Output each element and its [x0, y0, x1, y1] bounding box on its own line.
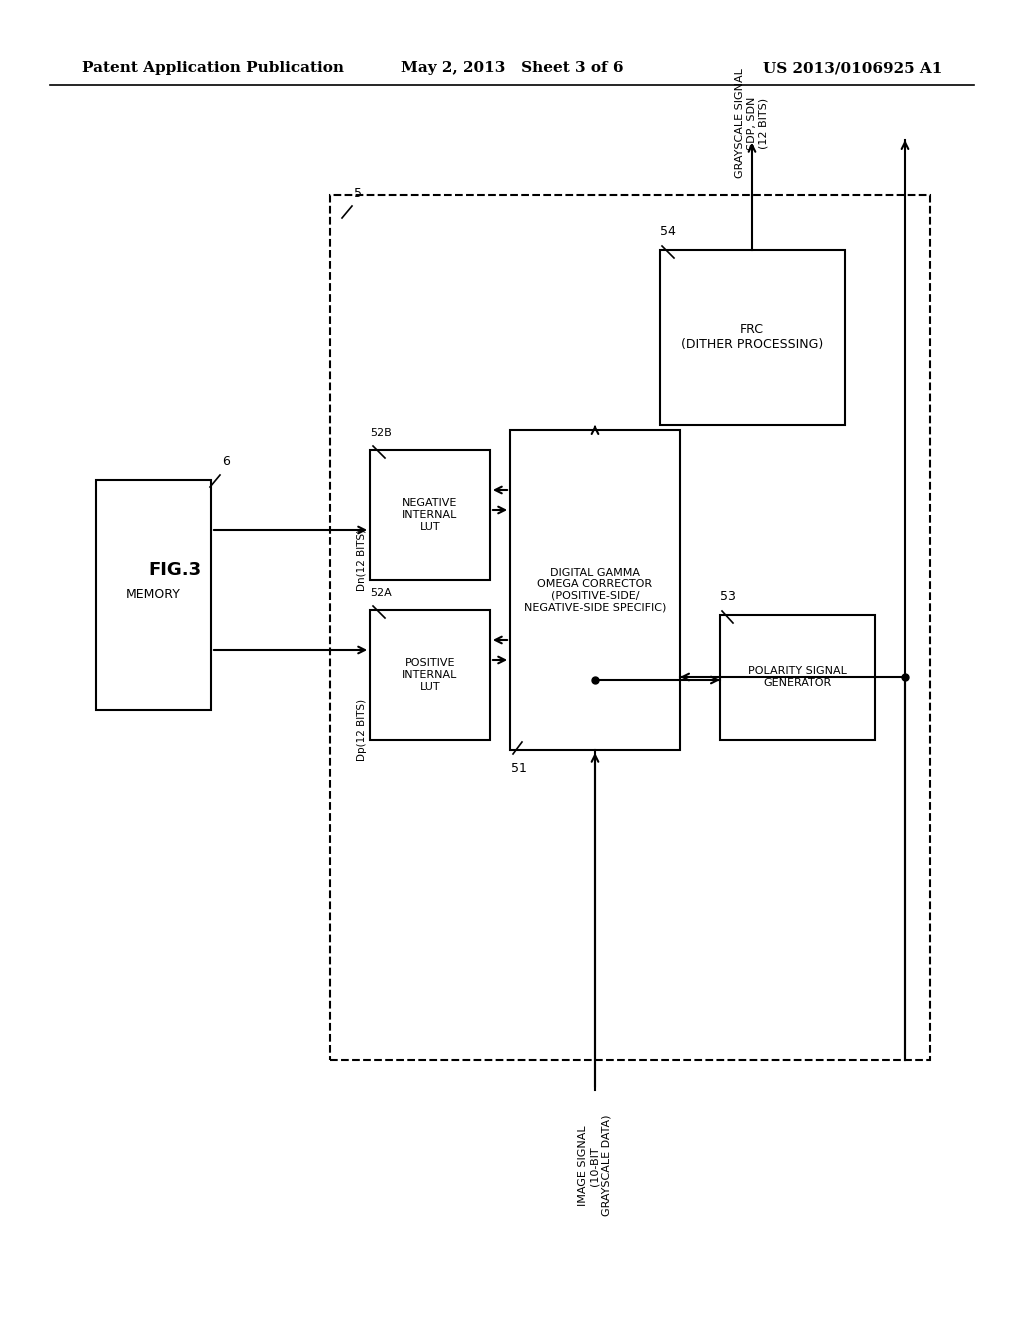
- Text: 52A: 52A: [370, 587, 392, 598]
- Text: 54: 54: [660, 224, 676, 238]
- Text: 5: 5: [354, 187, 362, 201]
- Text: 52B: 52B: [370, 428, 392, 438]
- Text: 51: 51: [511, 762, 527, 775]
- Bar: [96, 480, 211, 710]
- Text: POLARITY SIGNAL
GENERATOR: POLARITY SIGNAL GENERATOR: [748, 667, 847, 688]
- Text: Patent Application Publication: Patent Application Publication: [82, 61, 344, 75]
- Bar: [370, 610, 490, 741]
- Text: MEMORY: MEMORY: [126, 589, 180, 602]
- Text: FRC
(DITHER PROCESSING): FRC (DITHER PROCESSING): [681, 323, 823, 351]
- Text: IMAGE SIGNAL
(10-BIT
GRAYSCALE DATA): IMAGE SIGNAL (10-BIT GRAYSCALE DATA): [579, 1115, 611, 1217]
- Text: POSITIVE
INTERNAL
LUT: POSITIVE INTERNAL LUT: [402, 659, 458, 692]
- Text: NEGATIVE
INTERNAL
LUT: NEGATIVE INTERNAL LUT: [402, 499, 458, 532]
- Text: US 2013/0106925 A1: US 2013/0106925 A1: [763, 61, 942, 75]
- Text: DIGITAL GAMMA
OMEGA CORRECTOR
(POSITIVE-SIDE/
NEGATIVE-SIDE SPECIFIC): DIGITAL GAMMA OMEGA CORRECTOR (POSITIVE-…: [524, 568, 667, 612]
- Bar: [660, 249, 845, 425]
- Text: Dp(12 BITS): Dp(12 BITS): [357, 698, 367, 762]
- Bar: [370, 450, 490, 579]
- Text: Dn(12 BITS): Dn(12 BITS): [357, 529, 367, 591]
- Text: May 2, 2013   Sheet 3 of 6: May 2, 2013 Sheet 3 of 6: [400, 61, 624, 75]
- Bar: [330, 195, 930, 1060]
- Text: FIG.3: FIG.3: [148, 561, 201, 579]
- Bar: [720, 615, 874, 741]
- Text: 6: 6: [222, 455, 229, 469]
- Text: 53: 53: [720, 590, 736, 603]
- Bar: [510, 430, 680, 750]
- Text: GRAYSCALE SIGNAL
SDP, SDN
(12 BITS): GRAYSCALE SIGNAL SDP, SDN (12 BITS): [735, 69, 769, 178]
